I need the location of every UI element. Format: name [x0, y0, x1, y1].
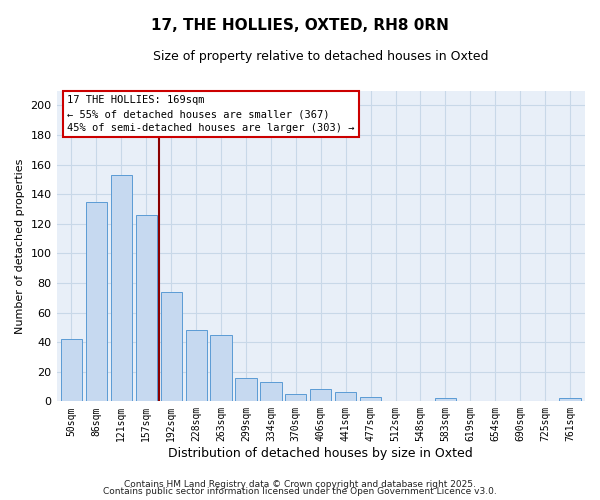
Bar [435, 398, 456, 402]
Title: Size of property relative to detached houses in Oxted: Size of property relative to detached ho… [153, 50, 488, 63]
Bar [235, 378, 257, 402]
Bar [185, 330, 207, 402]
Bar [86, 202, 107, 402]
Bar [111, 175, 132, 402]
Bar [559, 398, 581, 402]
Bar [335, 392, 356, 402]
Bar [61, 339, 82, 402]
Text: Contains public sector information licensed under the Open Government Licence v3: Contains public sector information licen… [103, 487, 497, 496]
Bar [310, 390, 331, 402]
Text: Contains HM Land Registry data © Crown copyright and database right 2025.: Contains HM Land Registry data © Crown c… [124, 480, 476, 489]
Bar [161, 292, 182, 402]
Bar [360, 397, 381, 402]
X-axis label: Distribution of detached houses by size in Oxted: Distribution of detached houses by size … [169, 447, 473, 460]
Text: 17, THE HOLLIES, OXTED, RH8 0RN: 17, THE HOLLIES, OXTED, RH8 0RN [151, 18, 449, 32]
Bar [260, 382, 281, 402]
Bar [136, 215, 157, 402]
Bar [211, 334, 232, 402]
Text: 17 THE HOLLIES: 169sqm
← 55% of detached houses are smaller (367)
45% of semi-de: 17 THE HOLLIES: 169sqm ← 55% of detached… [67, 95, 355, 133]
Bar [285, 394, 307, 402]
Y-axis label: Number of detached properties: Number of detached properties [15, 158, 25, 334]
